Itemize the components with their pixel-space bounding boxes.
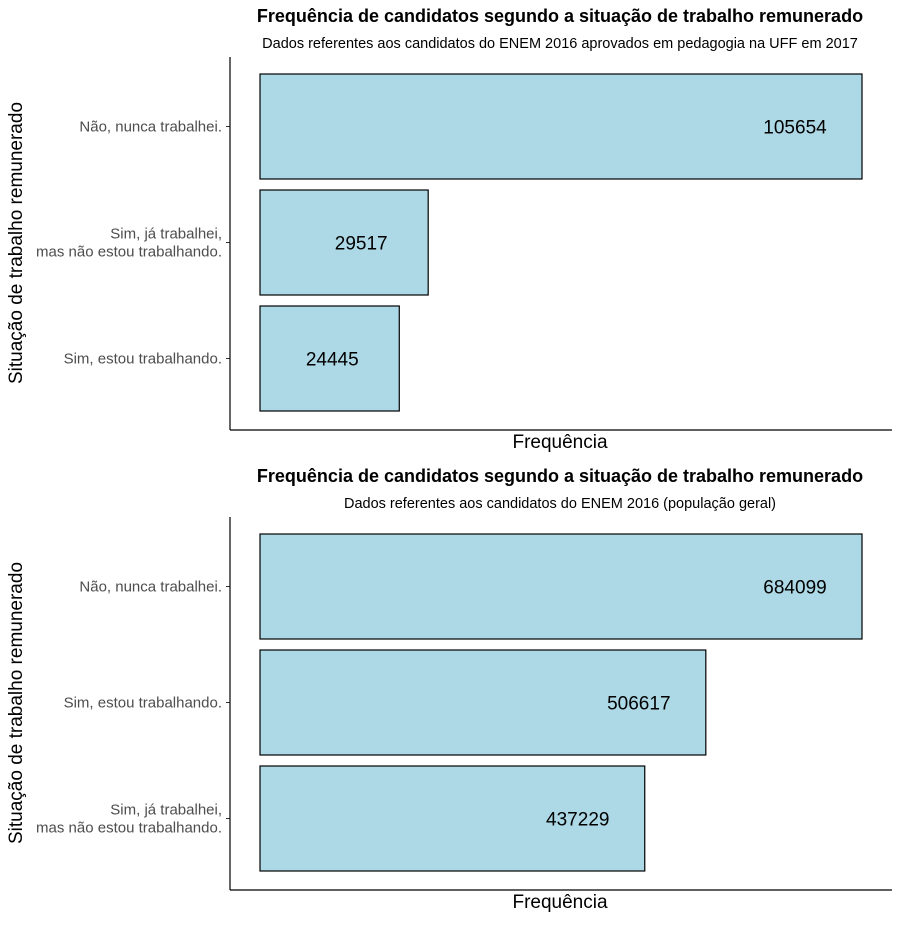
chart-2-svg: Frequência de candidatos segundo a situa… [6,466,892,913]
y-axis-title: Situação de trabalho remunerado [6,102,27,384]
data-label: 105654 [763,118,827,139]
bar [259,533,863,640]
y-tick-label: Não, nunca trabalhei. [79,119,222,136]
chart-subtitle: Dados referentes aos candidatos do ENEM … [344,496,776,512]
bar [259,73,863,180]
bars-group: 105654 29517 24445 [259,73,863,412]
y-tick-label: Sim, estou trabalhando. [64,351,222,368]
y-tick-label: Sim, estou trabalhando. [64,695,222,712]
x-axis-title: Frequência [512,892,607,913]
bar [259,649,707,756]
chart-title: Frequência de candidatos segundo a situa… [257,466,863,486]
bars-group: 684099 506617 437229 [259,533,863,872]
y-axis-title: Situação de trabalho remunerado [6,562,27,844]
chart-1-svg: Frequência de candidatos segundo a situa… [6,6,892,453]
chart-2: Frequência de candidatos segundo a situa… [0,460,900,920]
data-label: 24445 [306,350,359,371]
bar [259,305,400,412]
y-tick-label: Não, nunca trabalhei. [79,579,222,596]
data-label: 437229 [546,810,609,831]
bar [259,189,429,296]
x-axis-title: Frequência [512,432,607,453]
data-label: 29517 [335,234,388,255]
y-ticks-group: Não, nunca trabalhei. Sim, estou trabalha… [36,579,230,837]
bar [259,765,646,872]
y-tick-label: Sim, já trabalhei, mas não estou trabalha… [36,226,222,261]
chart-1: Frequência de candidatos segundo a situa… [0,0,900,460]
data-label: 684099 [763,578,826,599]
y-tick-label: Sim, já trabalhei, mas não estou trabalha… [36,802,222,837]
chart-title: Frequência de candidatos segundo a situa… [257,6,863,26]
chart-subtitle: Dados referentes aos candidatos do ENEM … [262,36,858,52]
data-label: 506617 [607,694,670,715]
y-ticks-group: Não, nunca trabalhei. Sim, já trabalhei, m… [36,119,230,368]
